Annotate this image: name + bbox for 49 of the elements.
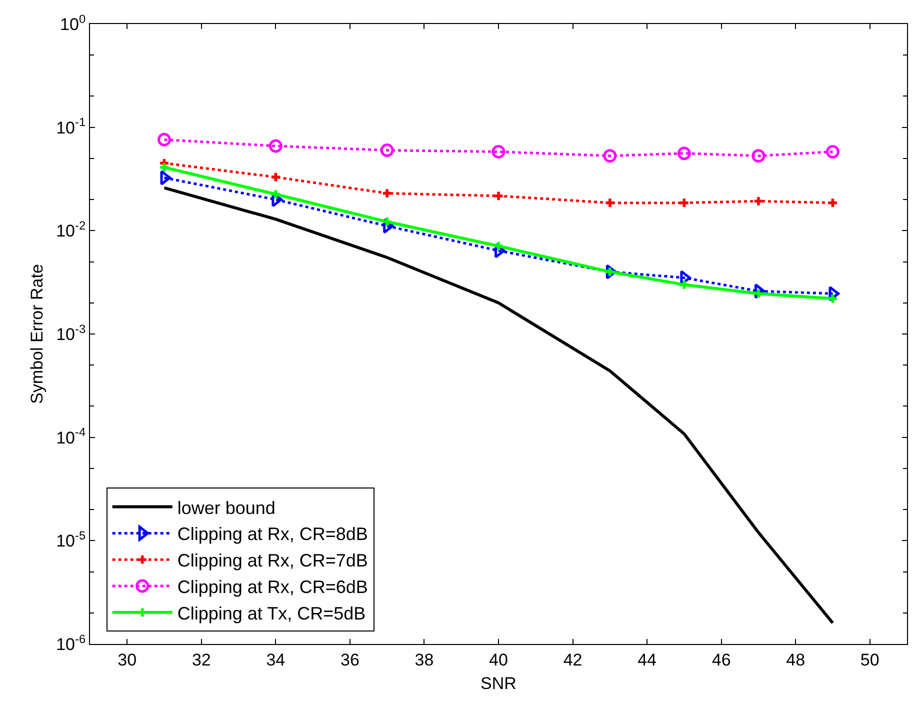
point	[606, 198, 614, 208]
x-tick-label: 48	[786, 650, 806, 670]
legend-label: Clipping at Rx, CR=8dB	[177, 524, 368, 544]
point	[826, 145, 840, 159]
point	[380, 144, 394, 158]
point	[271, 172, 280, 182]
point	[268, 139, 282, 153]
point	[754, 196, 763, 206]
point	[494, 192, 503, 200]
x-tick-label: 32	[192, 650, 211, 670]
y-tick-label: 10$^{-2}$	[56, 218, 86, 241]
point	[752, 149, 766, 163]
point	[158, 132, 172, 146]
y-tick-label: 10$^{-4}$	[56, 425, 86, 448]
y-tick-label: 10$^{-6}$	[56, 632, 86, 654]
point	[680, 198, 688, 208]
x-tick-label: 46	[712, 650, 731, 670]
y-axis-title: Symbol Error Rate	[28, 264, 47, 404]
point	[680, 280, 688, 289]
legend-label: lower bound	[177, 498, 276, 518]
x-tick-label: 30	[118, 650, 137, 670]
x-tick-label: 34	[266, 650, 286, 670]
x-tick-label: 38	[414, 650, 434, 670]
x-tick-label: 50	[860, 650, 880, 670]
x-axis-title: SNR	[480, 674, 516, 693]
point	[160, 170, 172, 186]
point	[828, 286, 840, 302]
point	[492, 145, 506, 159]
y-tick-label: 10$^{-1}$	[56, 115, 86, 138]
y-tick-label: 10$^{-3}$	[56, 322, 86, 344]
x-tick-label: 44	[638, 650, 657, 670]
y-tick-label: 10$^{0}$	[60, 12, 86, 34]
x-tick-label: 42	[563, 650, 582, 670]
legend-label: Clipping at Rx, CR=6dB	[177, 577, 368, 598]
point	[828, 198, 837, 208]
legend-label: Clipping at Tx, CR=5dB	[177, 603, 366, 624]
point	[494, 243, 506, 258]
point	[828, 294, 837, 303]
x-tick-label: 40	[489, 650, 508, 670]
x-tick-label: 36	[340, 650, 360, 670]
point	[754, 284, 766, 299]
point	[271, 190, 280, 198]
point	[677, 146, 691, 160]
legend-label: Clipping at Rx, CR=7dB	[177, 550, 368, 571]
y-tick-label: 10$^{-5}$	[56, 528, 86, 551]
point	[160, 163, 168, 172]
point	[382, 189, 392, 198]
line-series	[162, 186, 834, 624]
point	[603, 149, 617, 163]
